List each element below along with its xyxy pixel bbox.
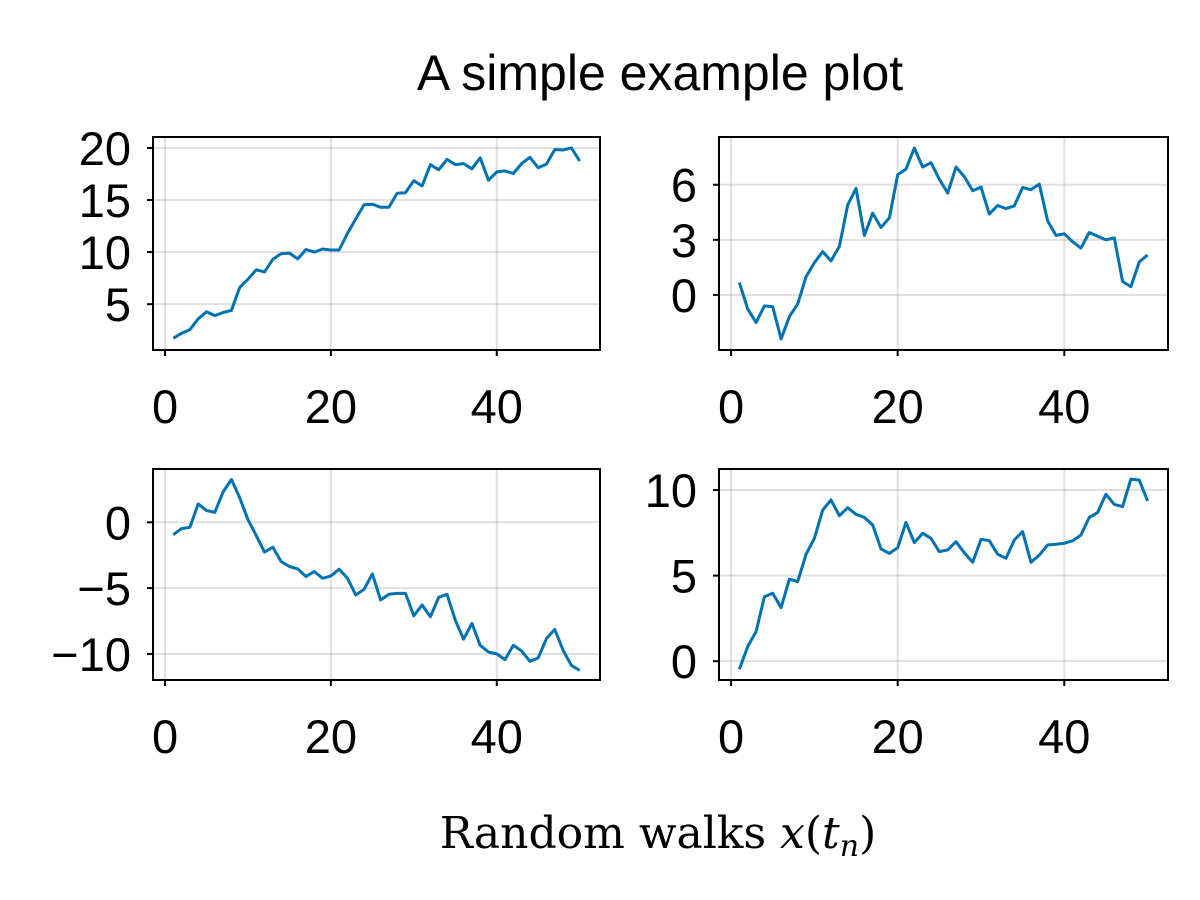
x-axis-label-var: x	[780, 808, 805, 859]
panel-bottom-right: 0 20 40 0 5 10	[645, 464, 1169, 763]
y-tick-label: 0	[671, 269, 697, 322]
x-axis-label-close: )	[859, 808, 876, 859]
x-tick-label: 20	[305, 710, 357, 763]
x-axis-label-sub: n	[840, 829, 859, 864]
x-tick-label: 0	[152, 710, 178, 763]
y-tick-label: 20	[79, 122, 131, 175]
x-tick-label: 40	[471, 380, 523, 433]
series-line	[172, 146, 581, 340]
x-tick-label: 0	[718, 380, 744, 433]
series-line	[172, 477, 581, 672]
y-tick-label: 6	[671, 159, 697, 212]
axes-frame	[152, 136, 601, 351]
x-tick-label: 0	[152, 380, 178, 433]
series-line	[737, 146, 1149, 341]
y-tick-label: 3	[671, 214, 697, 267]
x-axis-label-sub-base: t	[822, 808, 840, 859]
y-tick-label: 10	[79, 226, 131, 279]
y-tick-label: 5	[105, 278, 131, 331]
axes-frame	[152, 468, 601, 681]
y-tick-label: −10	[51, 628, 131, 681]
x-tick-label: 20	[305, 380, 357, 433]
x-tick-label: 40	[471, 710, 523, 763]
panel-bottom-left: 0 20 40 −10 −5 0	[51, 468, 601, 763]
y-tick-label: 0	[105, 496, 131, 549]
y-tick-label: −5	[77, 562, 131, 615]
axes-frame	[718, 136, 1169, 351]
x-tick-label: 0	[718, 710, 744, 763]
chart-title: A simple example plot	[417, 45, 903, 101]
y-tick-label: 0	[671, 635, 697, 688]
x-tick-label: 40	[1038, 710, 1090, 763]
axes-frame	[718, 468, 1169, 681]
x-axis-label-open: (	[805, 808, 822, 859]
x-tick-label: 20	[872, 710, 924, 763]
x-axis-label-text: Random walks	[440, 808, 780, 859]
y-tick-label: 5	[671, 550, 697, 603]
x-tick-label: 20	[872, 380, 924, 433]
x-axis-label: Random walks x(tn)	[440, 808, 876, 864]
y-tick-label: 10	[645, 464, 697, 517]
y-tick-label: 15	[79, 174, 131, 227]
series-line	[737, 477, 1149, 670]
x-tick-label: 40	[1038, 380, 1090, 433]
